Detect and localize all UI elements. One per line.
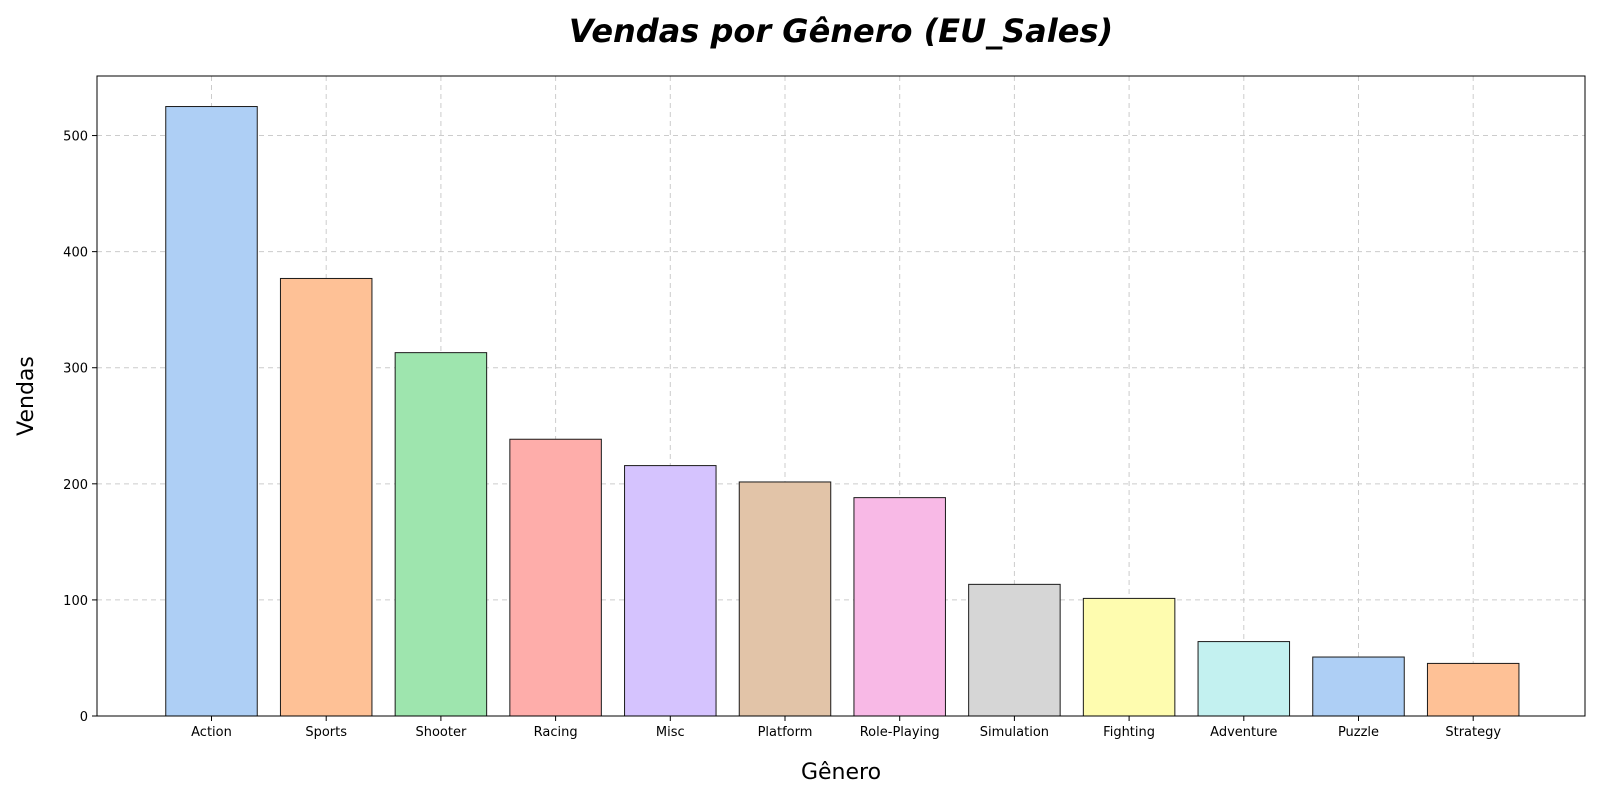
bars [165, 106, 1520, 717]
x-tick-label: Action [191, 725, 232, 740]
bar-platform [738, 481, 832, 717]
y-tick-label: 200 [63, 478, 88, 493]
bar-racing [509, 438, 602, 717]
bar-role-playing [853, 497, 946, 717]
chart-title: Vendas por Gênero (EU_Sales) [569, 12, 1113, 50]
x-tick-label: Simulation [980, 725, 1049, 740]
x-tick-label: Shooter [415, 725, 466, 740]
axis-ticks: 0 100 200 300 400 500 Action Sports Shooter Racin… [63, 130, 1501, 740]
y-tick-label: 0 [80, 710, 88, 725]
bar-shooter [394, 352, 488, 717]
x-tick-label: Role-Playing [860, 725, 940, 740]
plot-frame [96, 75, 1586, 717]
y-tick-label: 500 [63, 130, 88, 145]
bar-puzzle [1312, 656, 1405, 717]
y-tick-label: 400 [63, 246, 88, 261]
y-axis-label: Vendas [14, 356, 39, 436]
bar-adventure [1197, 641, 1291, 717]
bar-fighting [1082, 597, 1176, 717]
bar-simulation [968, 583, 1061, 717]
x-tick-label: Puzzle [1338, 725, 1379, 740]
bar-misc [624, 465, 717, 717]
x-tick-label: Racing [534, 725, 578, 740]
x-tick-label: Misc [656, 725, 685, 740]
bar-action [165, 106, 258, 717]
x-tick-label: Platform [758, 725, 813, 740]
x-tick-label: Sports [305, 725, 347, 740]
bar-sports [279, 277, 373, 717]
x-tick-label: Strategy [1445, 725, 1501, 740]
x-axis-label: Gênero [801, 760, 881, 785]
y-tick-label: 100 [63, 594, 88, 609]
bar-strategy [1426, 662, 1520, 717]
x-tick-label: Fighting [1103, 725, 1155, 740]
y-tick-label: 300 [63, 362, 88, 377]
x-tick-label: Adventure [1210, 725, 1277, 740]
